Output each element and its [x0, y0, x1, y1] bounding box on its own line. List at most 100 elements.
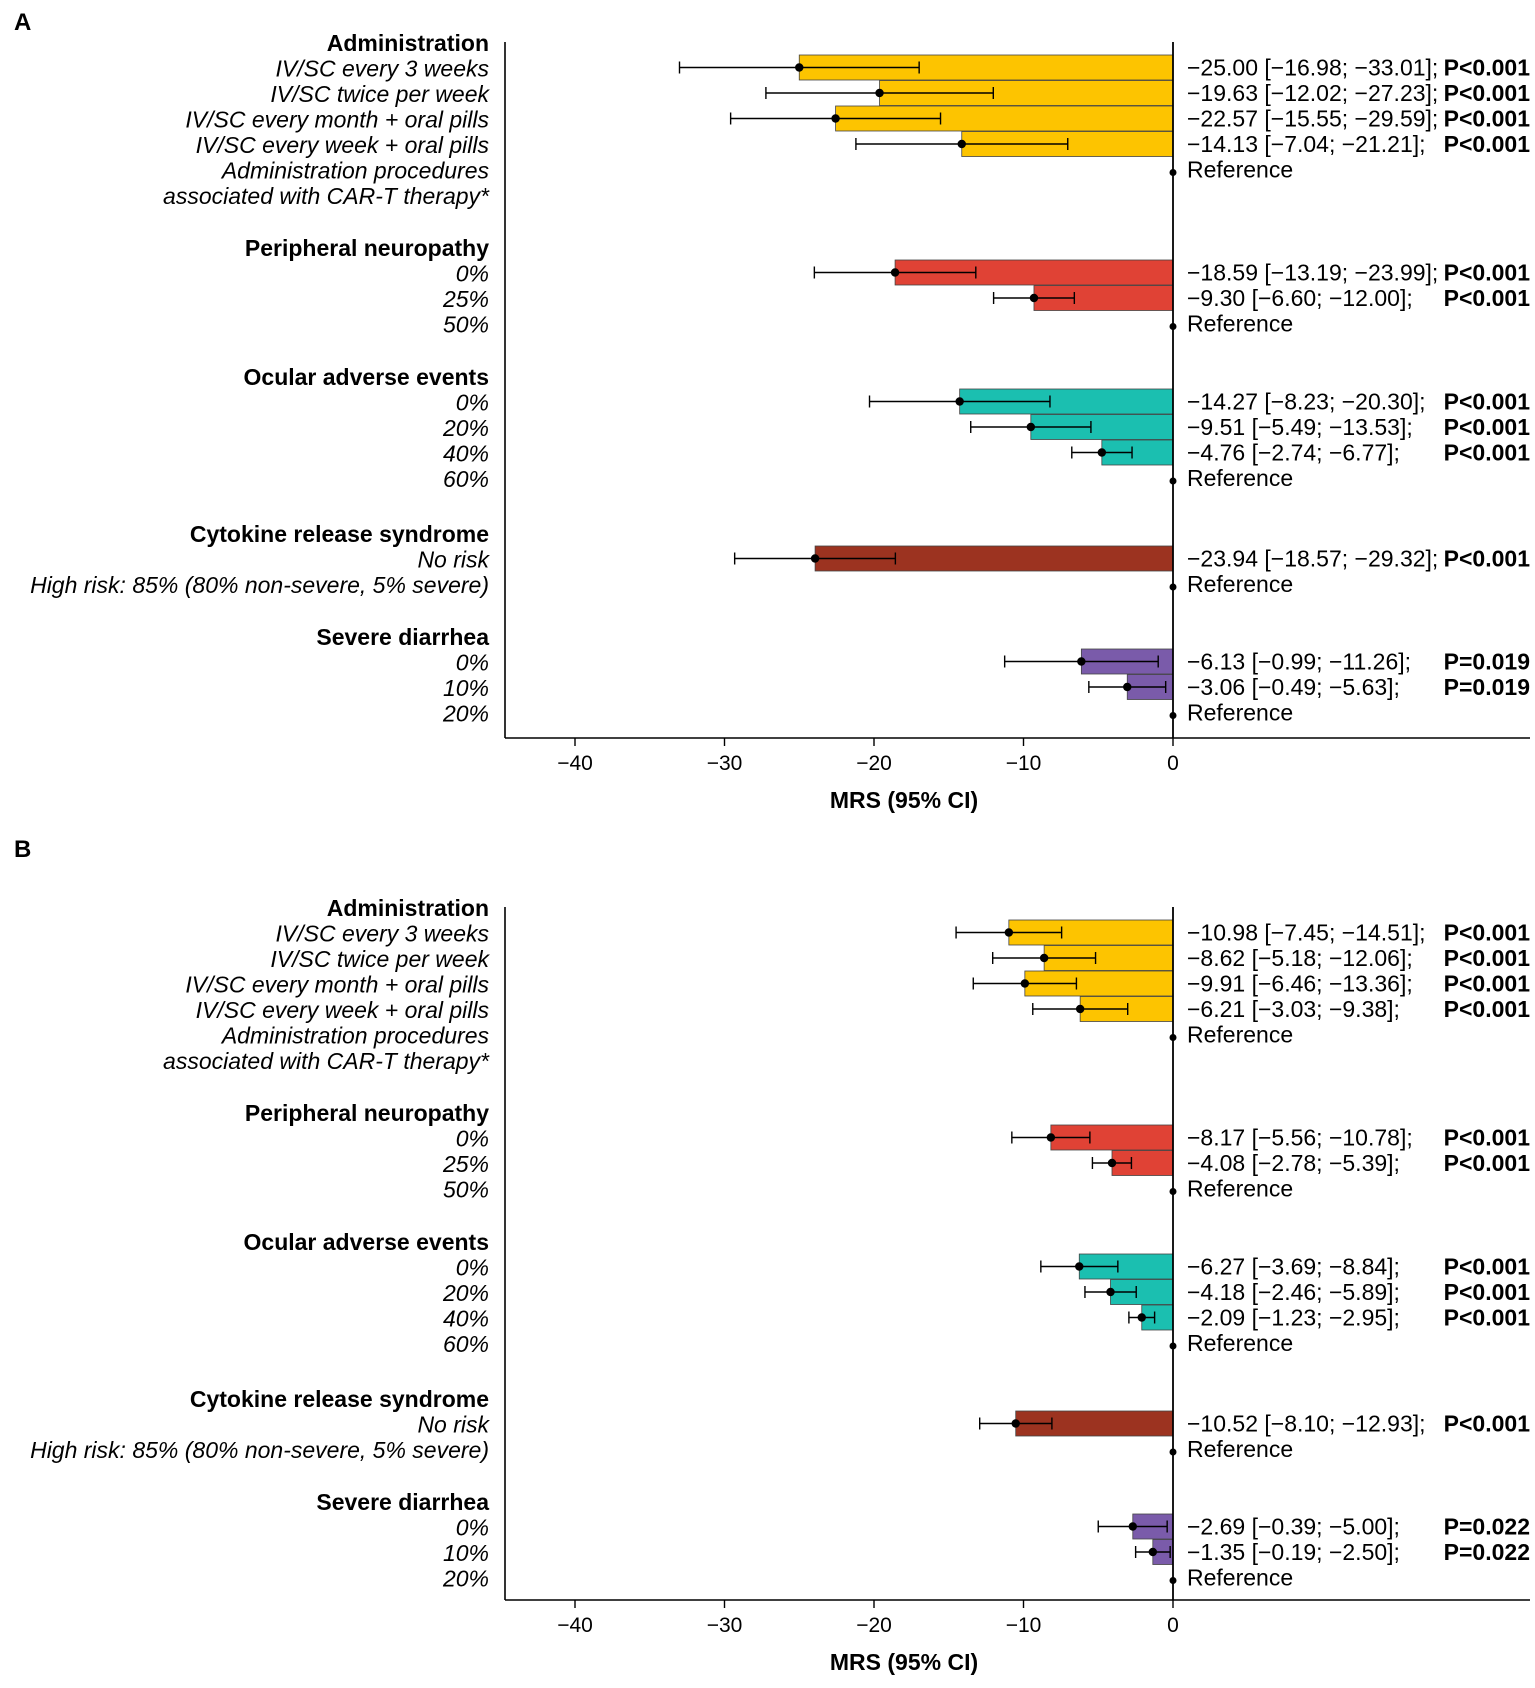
level-label: Administration procedures — [220, 158, 490, 184]
point-estimate — [1011, 1419, 1020, 1428]
estimate-text: −8.17 [−5.56; −10.78]; — [1187, 1125, 1413, 1151]
point-estimate — [875, 88, 884, 98]
point-estimate — [1029, 293, 1039, 303]
point-estimate — [957, 139, 966, 149]
level-label: 10% — [443, 675, 489, 701]
estimate-text: −25.00 [−16.98; −33.01]; — [1187, 55, 1438, 81]
estimate-text: −4.08 [−2.78; −5.39]; — [1187, 1150, 1400, 1176]
estimate-text: −23.94 [−18.57; −29.32]; — [1187, 546, 1438, 572]
p-value: P<0.001 — [1444, 285, 1531, 311]
estimate-text: −4.76 [−2.74; −6.77]; — [1187, 440, 1400, 466]
panel-letter: A — [14, 9, 31, 36]
reference-label: Reference — [1187, 1176, 1293, 1202]
p-value: P=0.022 — [1444, 1539, 1530, 1565]
reference-label: Reference — [1187, 311, 1293, 337]
level-label: IV/SC every week + oral pills — [196, 132, 490, 158]
x-tick-label: −10 — [1006, 752, 1042, 775]
level-label: 10% — [443, 1540, 489, 1566]
estimate-text: −1.35 [−0.19; −2.50]; — [1187, 1539, 1400, 1565]
level-label: 20% — [442, 1566, 489, 1592]
group-title: Ocular adverse events — [244, 1229, 489, 1255]
point-estimate — [890, 268, 900, 277]
level-label: 50% — [443, 1177, 489, 1203]
estimate-text: −2.69 [−0.39; −5.00]; — [1187, 1514, 1400, 1540]
estimate-text: −6.21 [−3.03; −9.38]; — [1187, 996, 1400, 1022]
estimate-text: −9.30 [−6.60; −12.00]; — [1187, 285, 1413, 311]
x-tick-label: −20 — [856, 752, 892, 775]
x-axis-title: MRS (95% CI) — [830, 1649, 978, 1675]
level-label: 25% — [442, 286, 489, 312]
x-tick-label: 0 — [1167, 752, 1179, 775]
point-estimate — [1097, 448, 1107, 457]
group-title: Administration — [327, 30, 489, 56]
reference-label: Reference — [1187, 571, 1293, 597]
point-estimate — [831, 114, 840, 123]
p-value: P<0.001 — [1444, 1411, 1531, 1437]
level-label: 20% — [442, 1280, 489, 1306]
level-label: 0% — [456, 390, 489, 416]
x-tick-label: 0 — [1167, 1614, 1179, 1637]
level-label: High risk: 85% (80% non-severe, 5% sever… — [30, 1437, 489, 1463]
level-label: IV/SC twice per week — [270, 946, 490, 972]
p-value: P<0.001 — [1444, 945, 1531, 971]
p-value: P<0.001 — [1444, 1150, 1531, 1176]
level-label: IV/SC every month + oral pills — [185, 107, 489, 133]
estimate-text: −6.27 [−3.69; −8.84]; — [1187, 1254, 1400, 1280]
estimate-text: −4.18 [−2.46; −5.89]; — [1187, 1279, 1400, 1305]
estimate-text: −8.62 [−5.18; −12.06]; — [1187, 945, 1413, 971]
estimate-text: −10.52 [−8.10; −12.93]; — [1187, 1411, 1426, 1437]
level-label: IV/SC every month + oral pills — [185, 972, 489, 998]
point-estimate — [1039, 953, 1049, 963]
estimate-text: −18.59 [−13.19; −23.99]; — [1187, 260, 1438, 286]
point-estimate — [1137, 1313, 1146, 1322]
p-value: P<0.001 — [1444, 1254, 1531, 1280]
p-value: P<0.001 — [1444, 1279, 1531, 1305]
level-label: 20% — [442, 415, 489, 441]
x-tick-label: −40 — [557, 1614, 593, 1637]
point-estimate — [1075, 1004, 1085, 1014]
estimate-text: −14.13 [−7.04; −21.21]; — [1187, 131, 1426, 157]
point-estimate — [1026, 422, 1036, 432]
group-title: Peripheral neuropathy — [245, 235, 489, 261]
p-value: P<0.001 — [1444, 920, 1531, 946]
group-title: Severe diarrhea — [316, 1489, 489, 1515]
group-title: Ocular adverse events — [244, 364, 489, 390]
estimate-text: −19.63 [−12.02; −27.23]; — [1187, 80, 1438, 106]
level-label: 0% — [456, 1255, 489, 1281]
level-label: IV/SC every 3 weeks — [276, 56, 490, 82]
level-label: 50% — [443, 312, 489, 338]
level-label: 0% — [456, 650, 489, 676]
level-label: High risk: 85% (80% non-severe, 5% sever… — [30, 572, 489, 598]
p-value: P<0.001 — [1444, 1305, 1531, 1331]
level-label: No risk — [417, 1412, 490, 1438]
reference-label: Reference — [1187, 700, 1293, 726]
p-value: P<0.001 — [1444, 971, 1531, 997]
p-value: P<0.001 — [1444, 260, 1531, 286]
group-title: Peripheral neuropathy — [245, 1100, 489, 1126]
p-value: P<0.001 — [1444, 131, 1531, 157]
point-estimate — [1075, 1262, 1084, 1271]
x-tick-label: −20 — [856, 1614, 892, 1637]
p-value: P=0.019 — [1444, 649, 1530, 675]
reference-label: Reference — [1187, 1330, 1293, 1356]
p-value: P<0.001 — [1444, 80, 1531, 106]
level-label: 25% — [442, 1151, 489, 1177]
x-tick-label: −30 — [707, 752, 743, 775]
level-label: 20% — [442, 701, 489, 727]
p-value: P<0.001 — [1444, 414, 1531, 440]
estimate-text: −6.13 [−0.99; −11.26]; — [1187, 649, 1411, 675]
p-value: P<0.001 — [1444, 546, 1531, 572]
level-label: associated with CAR-T therapy* — [163, 1048, 490, 1074]
p-value: P<0.001 — [1444, 440, 1531, 466]
group-title: Severe diarrhea — [316, 624, 489, 650]
group-title: Cytokine release syndrome — [190, 1386, 489, 1412]
p-value: P=0.022 — [1444, 1514, 1530, 1540]
point-estimate — [810, 554, 820, 563]
reference-label: Reference — [1187, 1022, 1293, 1048]
